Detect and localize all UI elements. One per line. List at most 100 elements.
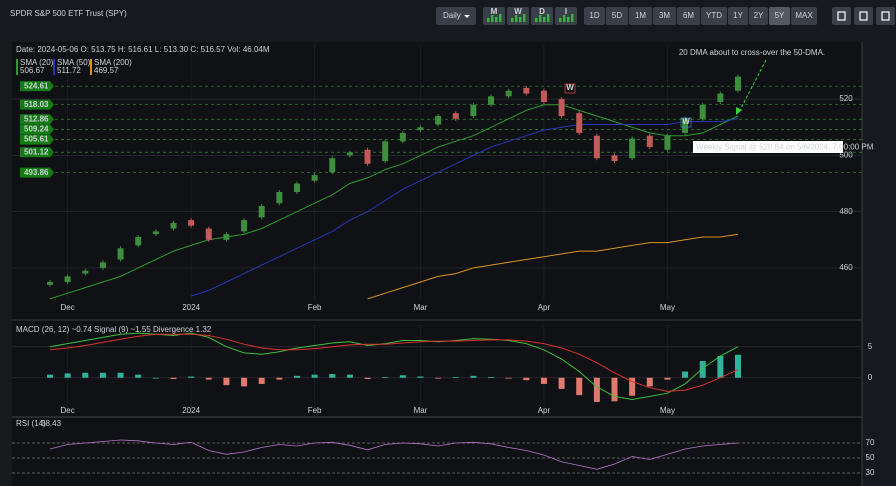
- interval-label: Daily: [443, 11, 461, 20]
- pane-title: RSI (14): [16, 419, 46, 428]
- range-button[interactable]: [653, 7, 676, 25]
- divergence-bar: [311, 374, 318, 378]
- x-tick-label: May: [660, 303, 675, 312]
- range-button[interactable]: [701, 7, 727, 25]
- level-tag: [20, 134, 54, 145]
- signal-icon-bar: [499, 14, 502, 22]
- candle: [135, 236, 142, 246]
- range-button[interactable]: [606, 7, 628, 25]
- candle: [664, 135, 671, 150]
- candle: [258, 206, 265, 218]
- level-label: 509.24: [24, 125, 49, 134]
- signal-tooltip-text: Weekly Signal @ 520.84 on 5/6/2024, 7:00…: [696, 143, 874, 152]
- x-tick-label: 2024: [182, 303, 200, 312]
- signal-icon-bar: [539, 15, 542, 22]
- signal-marker: [564, 83, 576, 94]
- candle: [241, 220, 248, 232]
- level-tag: [20, 114, 54, 125]
- signal-icon-bar: [515, 15, 518, 22]
- x-tick-label: Mar: [414, 406, 428, 415]
- signal-button-label: D: [539, 7, 545, 16]
- signal-icon-bar: [547, 14, 550, 22]
- divergence-bar: [611, 377, 618, 402]
- candle: [99, 262, 106, 268]
- signal-icon-bar: [495, 17, 498, 22]
- signal-marker: [680, 117, 692, 128]
- candle: [593, 135, 600, 159]
- divergence-bar: [452, 377, 459, 378]
- level-label: 505.61: [24, 135, 49, 144]
- signal-marker-label: W: [566, 83, 574, 92]
- range-button[interactable]: [584, 7, 605, 25]
- divergence-bar: [558, 377, 565, 389]
- tool-icon: [837, 11, 846, 21]
- signal-marker-label: W: [682, 117, 690, 126]
- ohlc-info: Date: 2024-05-06 O: 513.75 H: 516.61 L: …: [16, 45, 270, 54]
- range-button[interactable]: [629, 7, 652, 25]
- x-tick-label: Apr: [538, 406, 551, 415]
- interval-button[interactable]: [436, 7, 476, 25]
- signal-icon-bar: [543, 17, 546, 22]
- x-tick-label: Dec: [61, 406, 75, 415]
- candle: [382, 141, 389, 162]
- series-line: [49, 439, 739, 470]
- level-tag: [20, 147, 54, 158]
- x-tick-label: 2024: [182, 406, 200, 415]
- legend-name: SMA (50): [57, 58, 91, 67]
- level-label: 493.86: [24, 168, 49, 177]
- range-button[interactable]: [728, 7, 748, 25]
- candle: [699, 104, 706, 119]
- range-button-label: YTD: [706, 11, 722, 20]
- candle: [735, 76, 741, 91]
- candle: [223, 234, 230, 240]
- pane-value: 58.43: [41, 419, 62, 428]
- candle: [170, 222, 177, 229]
- divergence-bar: [205, 377, 212, 380]
- x-tick-label: Mar: [414, 303, 428, 312]
- divergence-bar: [576, 377, 583, 396]
- divergence-bar: [699, 360, 706, 378]
- tool-button[interactable]: [854, 7, 873, 25]
- range-button[interactable]: [749, 7, 768, 25]
- divergence-bar: [117, 372, 124, 378]
- divergence-bar: [223, 377, 230, 386]
- signal-icon-bar: [535, 18, 538, 22]
- annotation: 20 DMA about to cross-over the 50-DMA.: [679, 48, 825, 57]
- divergence-bar: [346, 374, 353, 378]
- level-label: 524.61: [24, 81, 49, 90]
- candle: [505, 90, 512, 97]
- level-tag: [20, 99, 54, 110]
- range-button-label: MAX: [795, 11, 813, 20]
- signal-icon-bar: [487, 18, 490, 22]
- divergence-bar: [488, 377, 495, 378]
- candle: [488, 96, 495, 105]
- range-button[interactable]: [791, 7, 817, 25]
- range-button[interactable]: [769, 7, 790, 25]
- candle: [117, 248, 124, 260]
- candle: [576, 113, 583, 133]
- candle: [205, 228, 212, 240]
- signal-icon-bar: [523, 14, 526, 22]
- divergence-bar: [735, 354, 741, 378]
- y-tick-label: 500: [839, 151, 853, 160]
- candle: [417, 127, 424, 131]
- tool-button[interactable]: [832, 7, 851, 25]
- x-tick-label: Feb: [308, 406, 322, 415]
- range-button[interactable]: [677, 7, 700, 25]
- candle: [364, 149, 371, 164]
- candle: [64, 276, 71, 282]
- y-tick-label: 5: [868, 342, 873, 351]
- divergence-bar: [664, 377, 671, 380]
- range-button-label: 1Y: [733, 11, 743, 20]
- candle: [611, 155, 618, 162]
- candle: [540, 90, 547, 102]
- pane-title: MACD (26, 12) ~0.74 Signal (9) ~1.55 Div…: [16, 325, 212, 334]
- candle: [558, 99, 565, 117]
- divergence-bar: [47, 374, 53, 378]
- legend-name: SMA (20): [20, 58, 54, 67]
- tool-button[interactable]: [876, 7, 895, 25]
- y-tick-label: 520: [839, 94, 853, 103]
- candle: [682, 118, 689, 133]
- signal-button-label: W: [514, 7, 522, 16]
